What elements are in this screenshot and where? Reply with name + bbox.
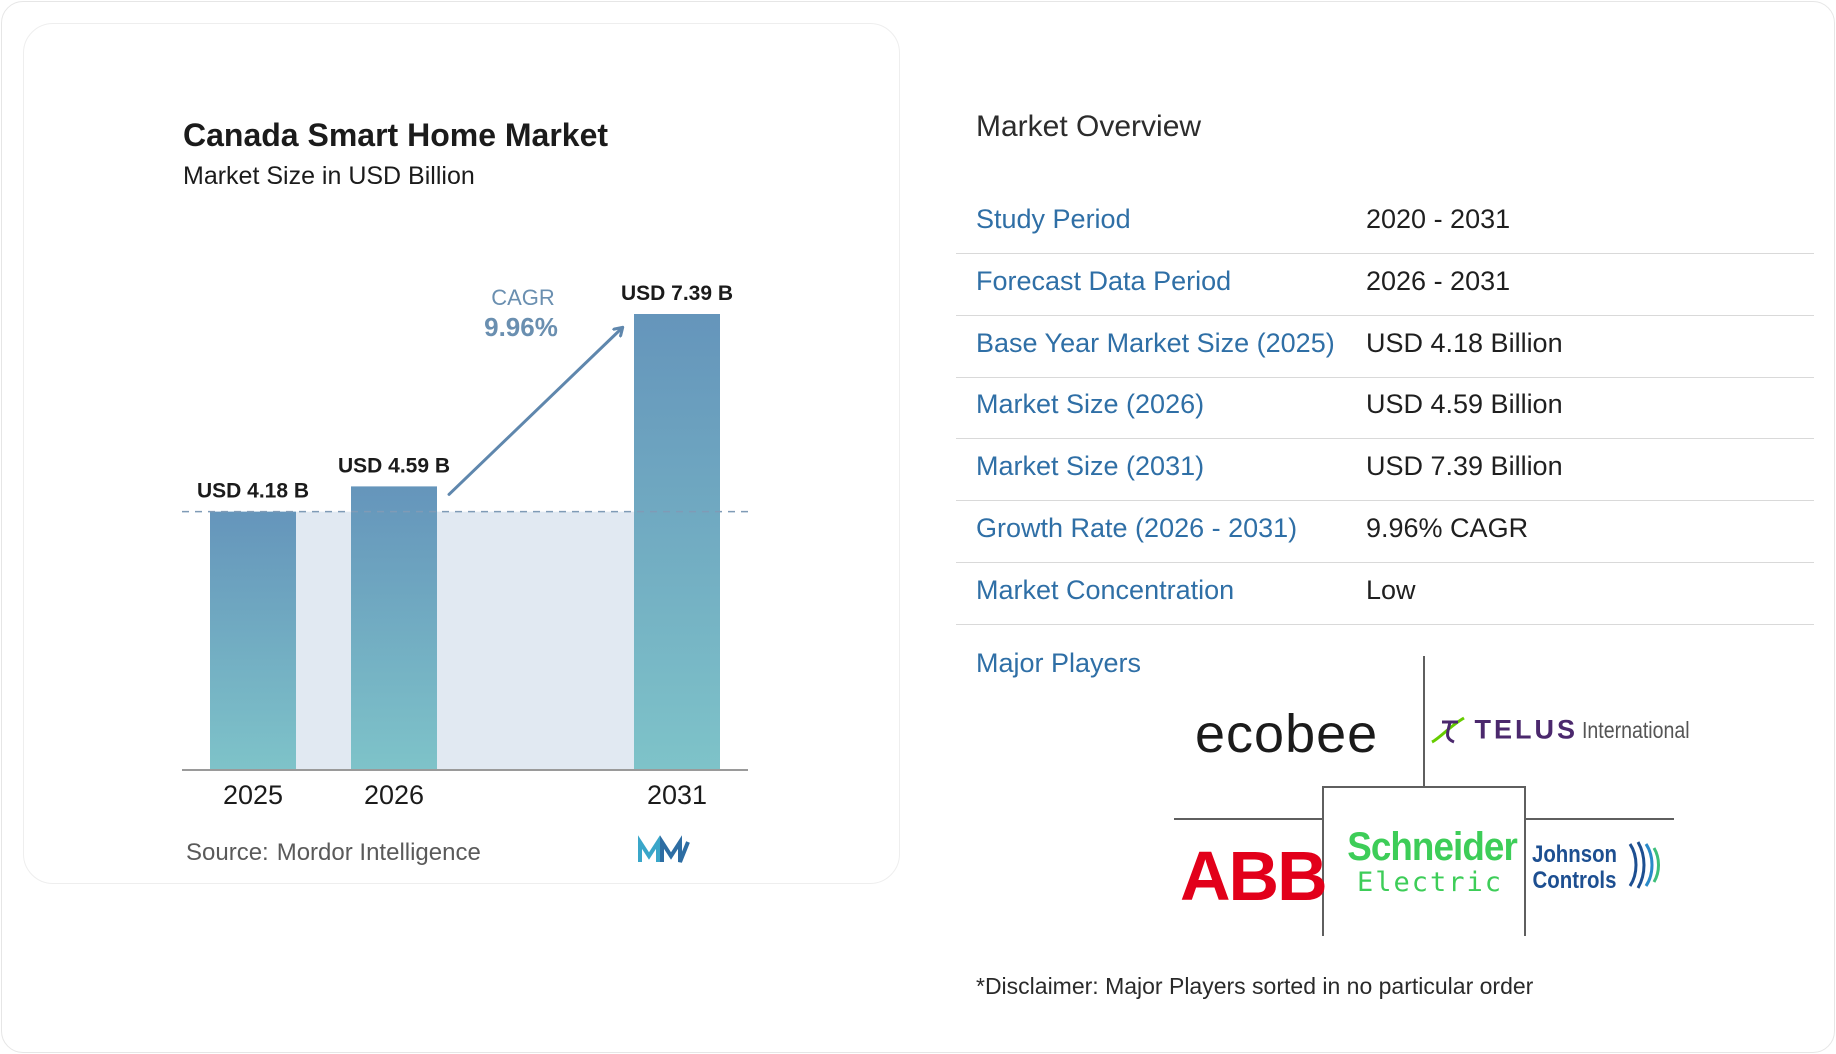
overview-row-label: Base Year Market Size (2025) <box>976 328 1335 358</box>
overview-row-label: Growth Rate (2026 - 2031) <box>976 513 1298 543</box>
logo-grid-divider <box>1525 818 1674 820</box>
overview-row: Market Concentration Low <box>956 563 1814 625</box>
data-label-2025: USD 4.18 B <box>197 480 309 503</box>
telus-mark-icon <box>1431 716 1465 744</box>
overview-row-label: Forecast Data Period <box>976 266 1232 296</box>
bar-2025 <box>210 511 296 769</box>
major-players-label: Major Players <box>976 648 1142 678</box>
schneider-logo-text: Schneider <box>1347 825 1518 869</box>
data-label-2031: USD 7.39 B <box>621 282 733 305</box>
johnson-logo-line1: Johnson <box>1532 841 1617 868</box>
overview-row-value: 2026 - 2031 <box>1366 266 1511 296</box>
overview-row: Market Size (2026) USD 4.59 Billion <box>956 377 1814 439</box>
logo-grid-divider <box>1174 818 1322 820</box>
logo-grid-divider <box>1322 786 1324 936</box>
overview-row-value: Low <box>1366 575 1416 605</box>
overview-row: Market Size (2031) USD 7.39 Billion <box>956 439 1814 501</box>
overview-row-label: Study Period <box>976 204 1131 234</box>
abb-logo: ABB <box>1180 837 1328 915</box>
overview-row-label: Market Concentration <box>976 575 1235 605</box>
ecobee-logo: ecobee <box>1195 704 1379 764</box>
disclaimer-text: *Disclaimer: Major Players sorted in no … <box>976 973 1534 999</box>
telus-logo-suffix: International <box>1581 716 1690 743</box>
johnson-controls-mark-icon <box>1628 841 1660 889</box>
data-label-2026: USD 4.59 B <box>338 454 450 477</box>
overview-row-value: USD 4.18 Billion <box>1366 328 1563 358</box>
x-tick-label-2025: 2025 <box>223 780 283 810</box>
cagr-value: 9.96% <box>484 312 558 342</box>
overview-row: Forecast Data Period 2026 - 2031 <box>956 254 1814 316</box>
overview-row-label: Market Size (2026) <box>976 389 1205 419</box>
overview-row-value: USD 7.39 Billion <box>1366 451 1563 481</box>
bar-2031 <box>634 314 720 769</box>
schneider-logo-suffix: Electric <box>1356 867 1504 898</box>
x-tick-label-2031: 2031 <box>647 780 707 810</box>
source-label: Source: <box>186 839 269 866</box>
johnson-controls-logo: Johnson Controls <box>1532 841 1660 894</box>
overview-row: Base Year Market Size (2025) USD 4.18 Bil… <box>956 316 1814 378</box>
mordor-intelligence-logo-icon <box>638 835 690 863</box>
source-line: Source: Mordor Intelligence <box>186 839 481 867</box>
telus-logo-text: TELUS <box>1474 714 1578 745</box>
schneider-electric-logo: Schneider Electric <box>1340 826 1520 898</box>
chart-subtitle: Market Size in USD Billion <box>183 162 475 190</box>
overview-row-value: 9.96% CAGR <box>1366 513 1529 543</box>
logo-grid-divider <box>1524 786 1526 936</box>
chart-title: Canada Smart Home Market <box>183 117 609 153</box>
x-tick-label-2026: 2026 <box>364 780 424 810</box>
logo-grid-divider <box>1322 786 1525 788</box>
overview-row-value: 2020 - 2031 <box>1366 204 1511 234</box>
bar-chart: USD 4.18 B 2025 USD 4.59 B 2026 USD 7.39 B 20… <box>182 282 752 863</box>
cagr-label: CAGR <box>491 285 555 310</box>
logo-grid-divider <box>1423 656 1425 786</box>
bar-2026 <box>351 486 437 769</box>
overview-row-label: Market Size (2031) <box>976 451 1205 481</box>
johnson-logo-text: Johnson Controls <box>1532 842 1617 894</box>
overview-row-value: USD 4.59 Billion <box>1366 389 1563 419</box>
overview-row: Study Period 2020 - 2031 <box>956 192 1814 254</box>
overview-title: Market Overview <box>976 110 1202 143</box>
johnson-logo-line2: Controls <box>1532 867 1617 894</box>
cagr-arrow <box>447 328 622 496</box>
overview-row: Growth Rate (2026 - 2031) 9.96% CAGR <box>956 501 1814 563</box>
source-name: Mordor Intelligence <box>276 839 481 866</box>
telus-international-logo: TELUS International <box>1428 712 1709 748</box>
